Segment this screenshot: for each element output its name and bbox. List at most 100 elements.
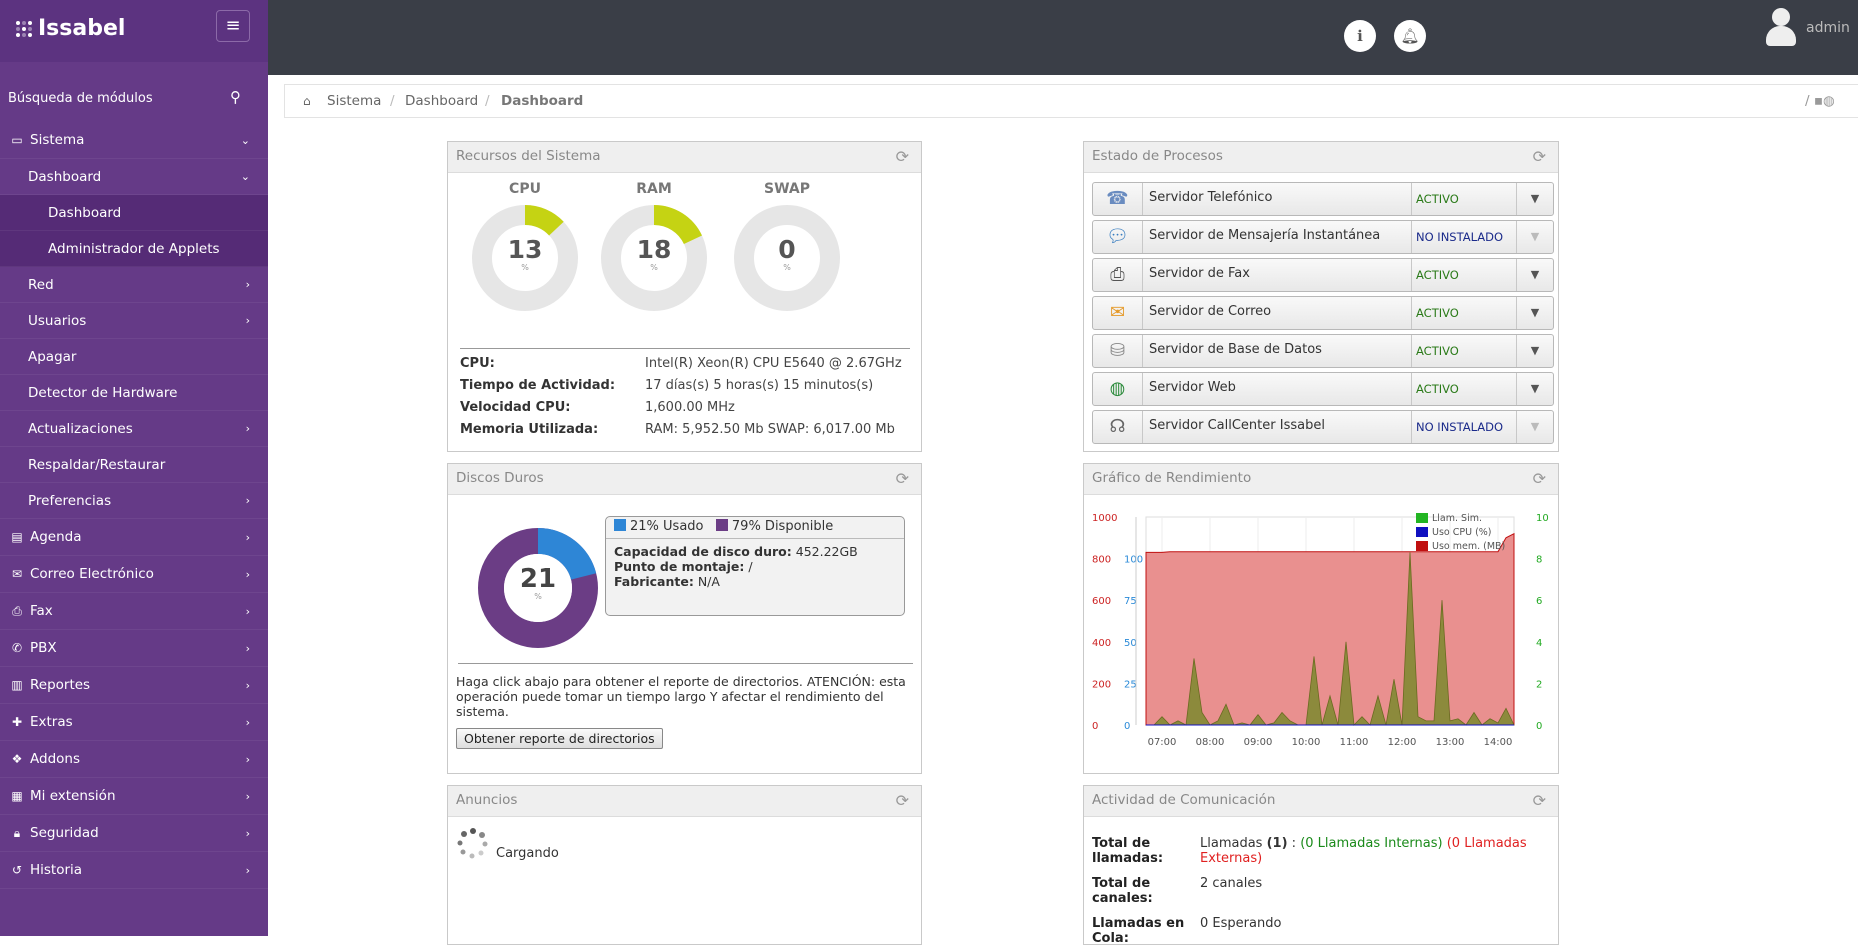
phone-icon: ✆ [8,630,26,667]
process-action-dropdown[interactable]: ▼ [1517,373,1553,405]
x-tick-label: 13:00 [1436,737,1465,748]
y-left-tick-label: 0 [1092,721,1098,732]
process-name: Servidor Web [1149,380,1236,395]
sidebar-item-label: Preferencias [28,483,111,519]
menu-toggle-button[interactable]: ≡ [216,10,250,42]
sidebar-item[interactable]: ▤Agenda› [0,519,268,556]
panel-header: Recursos del Sistema ⟳ [448,142,921,173]
sidebar-item[interactable]: Dashboard⌄ [0,159,268,195]
sidebar-item-label: Red [28,267,54,303]
process-status: ACTIVO [1411,297,1517,329]
process-action-dropdown[interactable]: ▼ [1517,183,1553,215]
process-action-dropdown[interactable]: ▼ [1517,411,1553,443]
module-search[interactable]: Búsqueda de módulos ⚲ [0,80,268,120]
headset-icon: ☊ [1093,411,1143,443]
sidebar-item[interactable]: Usuarios› [0,303,268,339]
panel-header: Anuncios ⟳ [448,786,921,817]
sidebar-item-label: PBX [30,630,57,667]
sidebar-item[interactable]: Dashboard [0,195,268,231]
disk-maker: Fabricante: N/A [606,574,904,589]
chevron-right-icon: › [246,778,250,815]
chevron-down-icon: ▼ [1531,382,1539,395]
resource-info-key: Tiempo de Actividad: [460,378,615,393]
queue-value: 0 Esperando [1200,916,1550,931]
sidebar-item[interactable]: ↺Historia› [0,852,268,889]
legend-free: 79% Disponible [732,519,833,534]
refresh-icon[interactable]: ⟳ [896,147,909,166]
bar-chart-icon: ▥ [8,667,26,704]
process-action-dropdown[interactable]: ▼ [1517,221,1553,253]
sidebar-item[interactable]: ▭Sistema⌄ [0,122,268,159]
resource-info-key: CPU: [460,356,495,371]
user-menu[interactable]: admin ⌄ [1764,8,1858,48]
sidebar-item[interactable]: ⎙Fax› [0,593,268,630]
chevron-down-icon: ⌄ [241,122,250,159]
applet-tools-icon[interactable]: ▪◍ [1814,93,1835,109]
laptop-icon: ▭ [8,122,26,159]
panel-header: Gráfico de Rendimiento ⟳ [1084,464,1558,495]
sidebar-item[interactable]: ▦Mi extensión› [0,778,268,815]
printer-icon: ⎙ [8,593,26,630]
process-action-dropdown[interactable]: ▼ [1517,335,1553,367]
chevron-down-icon: ▼ [1531,268,1539,281]
logo-text: Issabel [38,16,125,41]
sidebar-item[interactable]: ▥Reportes› [0,667,268,704]
chevron-down-icon: ⌄ [241,159,250,195]
breadcrumb-item[interactable]: Sistema [327,85,381,117]
chevron-right-icon: › [246,704,250,741]
resource-info-value: Intel(R) Xeon(R) CPU E5640 @ 2.67GHz [645,356,902,371]
process-name: Servidor de Fax [1149,266,1250,281]
phone-icon: ☎ [1093,183,1143,215]
bell-icon[interactable]: 🔔︎ [1394,20,1426,52]
sidebar-item[interactable]: Red› [0,267,268,303]
logo[interactable]: Issabel [16,16,125,41]
refresh-icon[interactable]: ⟳ [896,469,909,488]
total-channels-value: 2 canales [1200,876,1550,891]
history-icon: ↺ [8,852,26,889]
sidebar-item-label: Mi extensión [30,778,116,815]
directory-report-button[interactable]: Obtener reporte de directorios [456,728,663,749]
sidebar-item-label: Usuarios [28,303,86,339]
chevron-down-icon: ▼ [1531,420,1539,433]
sidebar-item[interactable]: ✚Extras› [0,704,268,741]
sidebar-item[interactable]: 🔒︎Seguridad › [0,815,268,852]
refresh-icon[interactable]: ⟳ [1533,791,1546,810]
sidebar-item[interactable]: Administrador de Applets [0,231,268,267]
refresh-icon[interactable]: ⟳ [1533,147,1546,166]
gauge: 13% [472,205,578,311]
search-icon[interactable]: ⚲ [230,88,241,106]
refresh-icon[interactable]: ⟳ [1533,469,1546,488]
lock-icon: 🔒︎ [8,815,26,852]
resource-info-row: CPU: Intel(R) Xeon(R) CPU E5640 @ 2.67GHz [460,356,920,378]
home-icon[interactable]: ⌂ [303,85,311,117]
disk-report-note: Haga click abajo para obtener el reporte… [456,674,911,719]
logo-area: Issabel ≡ [0,0,268,62]
breadcrumb-item[interactable]: Dashboard [405,85,478,117]
sidebar-item[interactable]: Actualizaciones› [0,411,268,447]
sidebar-item[interactable]: Preferencias› [0,483,268,519]
book-icon: ▤ [8,519,26,556]
sidebar-item[interactable]: ✆PBX› [0,630,268,667]
resource-info-value: RAM: 5,952.50 Mb SWAP: 6,017.00 Mb [645,422,895,437]
gauge-label: RAM [599,181,709,197]
x-tick-label: 14:00 [1484,737,1513,748]
chevron-right-icon: › [246,815,250,852]
y-right-tick-label: 0 [1536,721,1542,732]
panel-announcements: Anuncios ⟳ Cargando [447,785,922,945]
sidebar-item-label: Seguridad [30,815,99,852]
sidebar-item[interactable]: Apagar [0,339,268,375]
legend-swatch [1416,541,1428,551]
process-action-dropdown[interactable]: ▼ [1517,297,1553,329]
sidebar-item[interactable]: Detector de Hardware [0,375,268,411]
sidebar-item[interactable]: ✉Correo Electrónico› [0,556,268,593]
info-icon[interactable]: ℹ [1344,20,1376,52]
legend-label: Llam. Sim. [1432,513,1482,524]
sidebar-item[interactable]: ❖Addons› [0,741,268,778]
process-action-dropdown[interactable]: ▼ [1517,259,1553,291]
sidebar-item[interactable]: Respaldar/Restaurar [0,447,268,483]
refresh-icon[interactable]: ⟳ [896,791,909,810]
